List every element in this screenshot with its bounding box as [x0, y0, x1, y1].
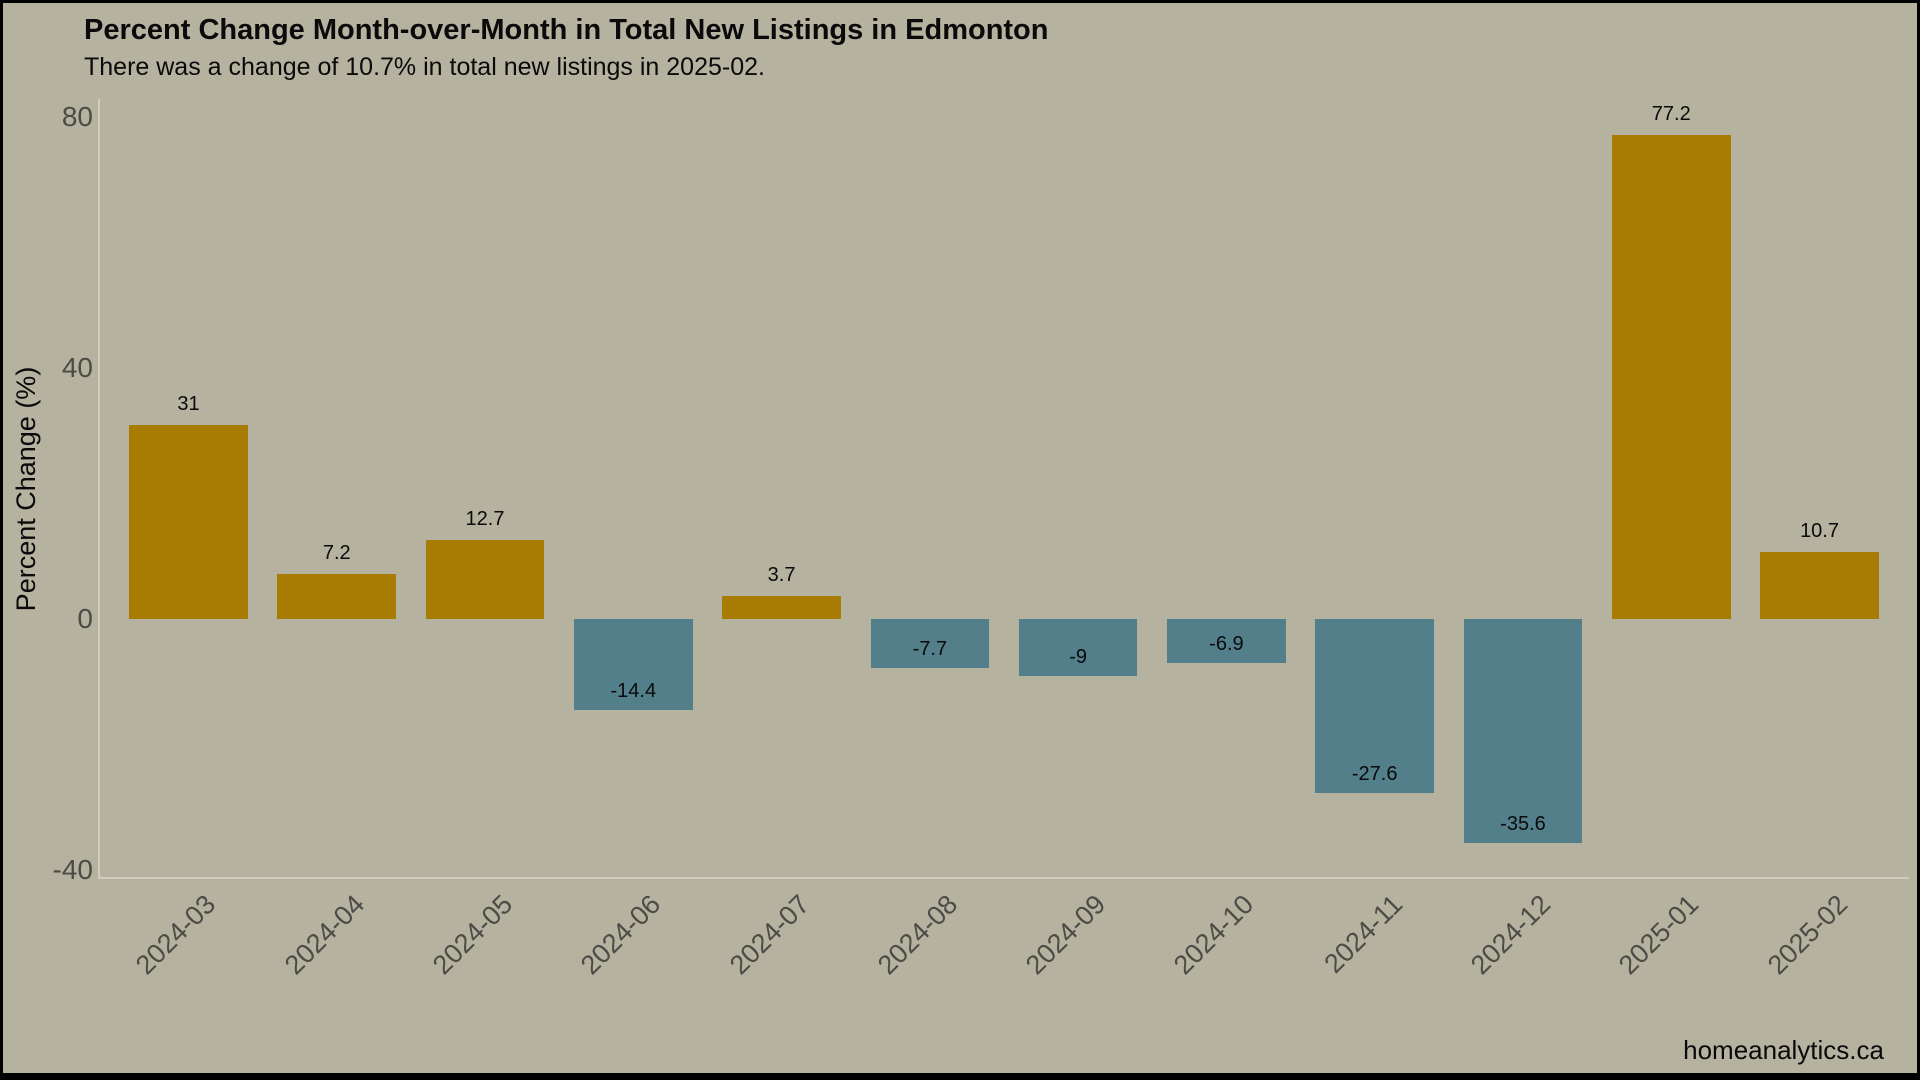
x-tick-label-2025-01: 2025-01 [1613, 889, 1705, 981]
bar-2024-08 [870, 619, 990, 668]
chart-title: Percent Change Month-over-Month in Total… [84, 14, 1049, 46]
bar-2024-04 [277, 574, 397, 620]
watermark-text: homeanalytics.ca [1683, 1035, 1884, 1065]
bar-value-label-2024-10: -6.9 [1209, 632, 1244, 655]
bar-2024-06 [573, 619, 693, 710]
y-tick-label-80: 80 [61, 101, 93, 133]
x-tick-label-2025-02: 2025-02 [1761, 889, 1853, 981]
bar-2025-01 [1611, 134, 1731, 620]
bar-2024-11 [1315, 619, 1434, 793]
y-tick-label-40: 40 [61, 352, 93, 384]
bar-value-label-2024-05: 12.7 [465, 507, 505, 530]
x-tick-label-2024-03: 2024-03 [130, 889, 222, 981]
bar-value-label-2024-12: -35.6 [1500, 812, 1546, 835]
bar-value-label-2024-04: 7.2 [322, 542, 351, 565]
bar-2024-07 [722, 596, 841, 620]
y-tick-label--40: -40 [52, 854, 93, 886]
y-axis-line [98, 99, 100, 879]
bar-2024-05 [425, 539, 545, 620]
bar-value-label-2025-01: 77.2 [1651, 102, 1691, 125]
bar-2024-10 [1167, 619, 1286, 663]
x-tick-label-2024-05: 2024-05 [426, 889, 519, 981]
x-tick-label-2024-06: 2024-06 [575, 889, 667, 981]
bar-value-label-2025-02: 10.7 [1800, 520, 1839, 543]
bar-2024-09 [1018, 619, 1138, 676]
x-tick-label-2024-12: 2024-12 [1464, 889, 1557, 981]
chart-subtitle: There was a change of 10.7% in total new… [84, 53, 765, 81]
bar-2024-03 [129, 424, 248, 620]
bar-value-label-2024-09: -9 [1069, 645, 1088, 668]
y-tick-label-0: 0 [77, 603, 93, 635]
bar-2024-12 [1463, 619, 1583, 843]
x-axis-line [98, 877, 1909, 879]
bar-value-label-2024-03: 31 [177, 392, 200, 415]
y-axis-title: Percent Change (%) [11, 366, 41, 612]
x-tick-label-2024-10: 2024-10 [1168, 889, 1260, 981]
bar-value-label-2024-07: 3.7 [767, 564, 796, 587]
bar-value-label-2024-11: -27.6 [1351, 762, 1398, 785]
x-tick-label-2024-08: 2024-08 [871, 889, 964, 981]
bar-2025-02 [1760, 552, 1879, 620]
x-tick-label-2024-09: 2024-09 [1020, 889, 1112, 981]
bar-value-label-2024-08: -7.7 [912, 637, 948, 660]
x-tick-label-2024-07: 2024-07 [723, 889, 815, 981]
x-tick-label-2024-11: 2024-11 [1318, 889, 1408, 979]
bar-value-label-2024-06: -14.4 [610, 679, 657, 702]
x-tick-label-2024-04: 2024-04 [278, 889, 370, 981]
